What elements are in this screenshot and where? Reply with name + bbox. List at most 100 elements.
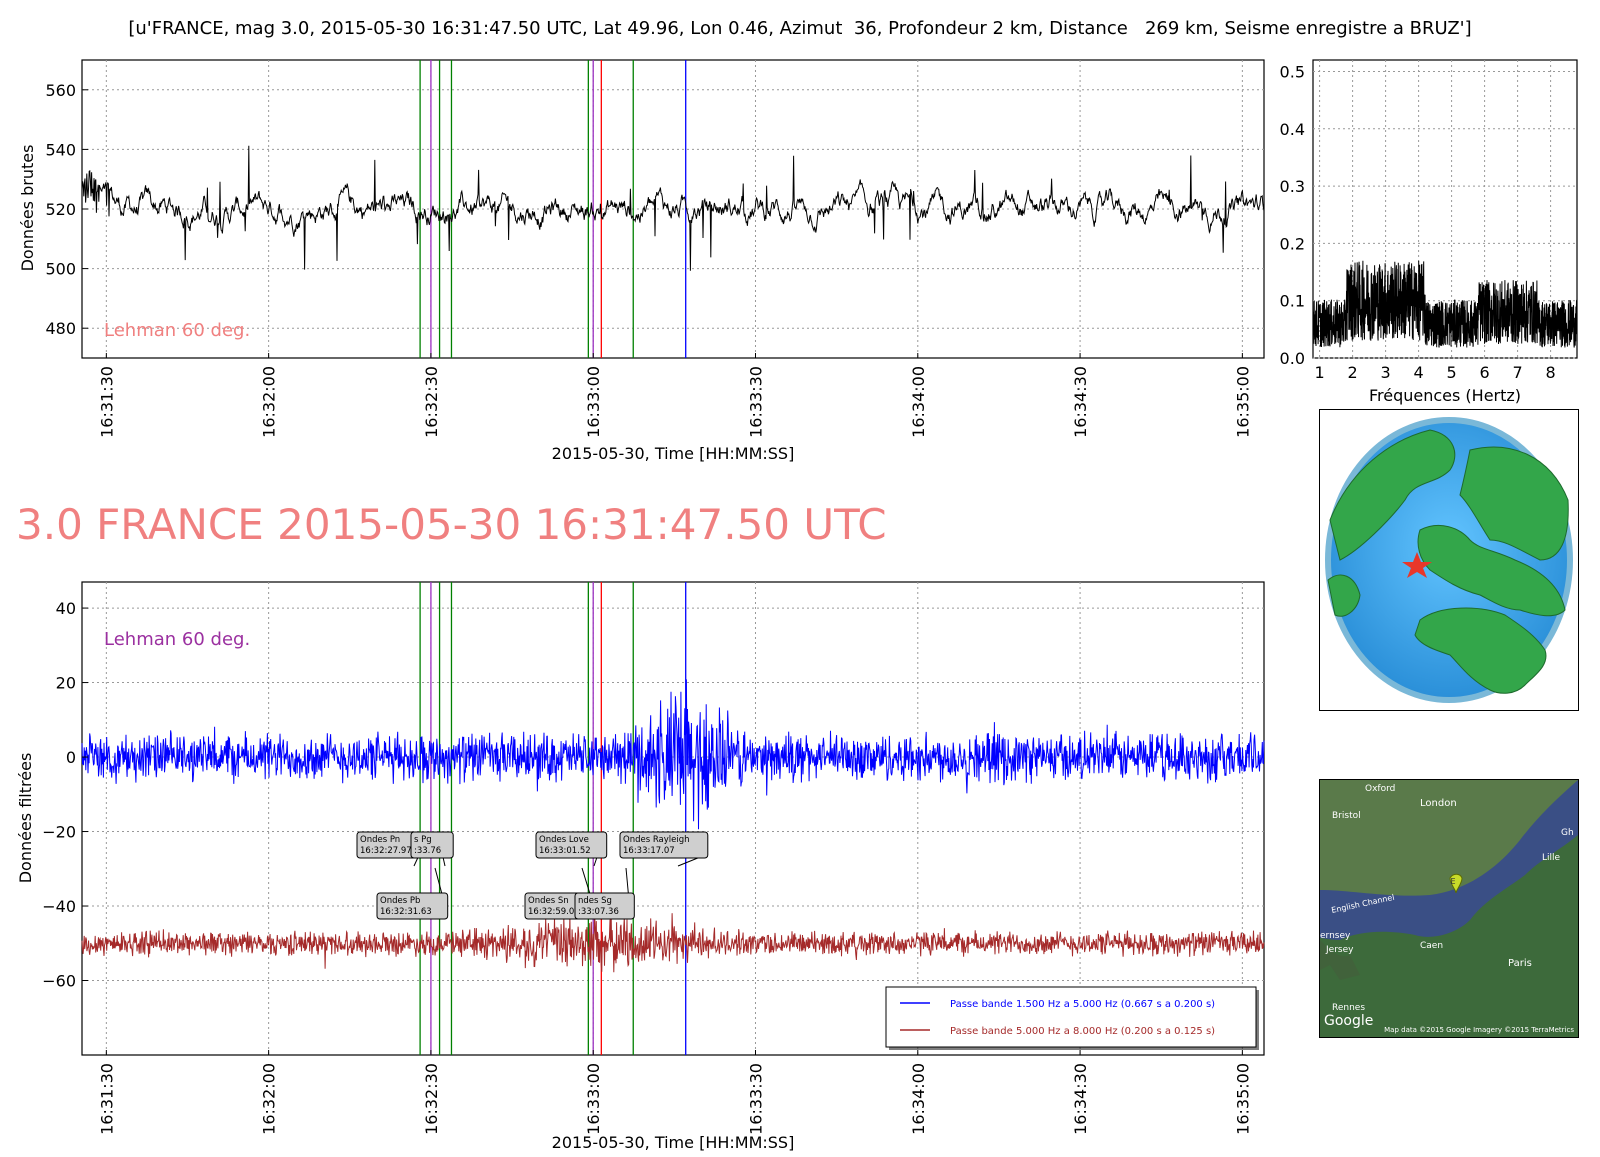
- callout-label: Ondes Love: [539, 835, 589, 845]
- legend-box: [885, 986, 1257, 1048]
- filtered-x-tick-label: 16:32:30: [422, 1063, 441, 1135]
- spectrum-trace: [1312, 260, 1578, 348]
- spectrum-y-tick-label: 0.4: [1280, 120, 1305, 139]
- spectrum-x-tick-label: 7: [1513, 363, 1523, 382]
- raw-phase-lines: [419, 60, 687, 358]
- band2-trace: [81, 909, 1265, 973]
- callout-label: Ondes Sn: [528, 896, 569, 906]
- filtered-y-tick-label: 20: [56, 674, 76, 693]
- callout-time: 16:33:01.52: [539, 846, 591, 856]
- spectrum-x-tick-label: 6: [1480, 363, 1490, 382]
- spectrum-y-tick-label: 0.3: [1280, 177, 1305, 196]
- callout-time: :33.76: [414, 846, 441, 856]
- callout-time: :33:07.36: [578, 907, 619, 917]
- raw-x-tick-label: 16:35:00: [1233, 366, 1252, 438]
- filtered-y-tick-label: −60: [42, 972, 76, 991]
- raw-x-tick-label: 16:33:30: [746, 366, 765, 438]
- callout-arrow: [593, 857, 598, 867]
- map-label-guernsey: ernsey: [1320, 931, 1351, 941]
- raw-lehman-label: Lehman 60 deg.: [104, 320, 250, 341]
- raw-trace: [81, 145, 1265, 271]
- map-label-oxford: Oxford: [1365, 784, 1395, 794]
- spectrum-x-axis-label: Fréquences (Hertz): [1369, 386, 1521, 405]
- filtered-x-tick-label: 16:35:00: [1233, 1063, 1252, 1135]
- raw-x-axis-label: 2015-05-30, Time [HH:MM:SS]: [552, 444, 795, 463]
- england-landmass: [1320, 780, 1578, 930]
- filtered-x-tick-label: 16:33:00: [584, 1063, 603, 1135]
- figure-header: [u'FRANCE, mag 3.0, 2015-05-30 16:31:47.…: [128, 18, 1472, 39]
- raw-x-tick-label: 16:31:30: [97, 366, 116, 438]
- filtered-axis-ticks: 16:31:30 16:32:00 16:32:30 16:33:00 16:33:30…: [42, 599, 1252, 1135]
- spectrum-x-tick-label: 1: [1315, 363, 1325, 382]
- callout-label: s Pg: [414, 835, 432, 845]
- filtered-x-tick-label: 16:33:30: [746, 1063, 765, 1135]
- callout-time: 16:32:27.97: [360, 846, 412, 856]
- spectrum-y-tick-label: 0.0: [1280, 349, 1305, 368]
- callout-box: [376, 892, 449, 920]
- map-label-london: London: [1420, 798, 1457, 809]
- callout-box: [410, 831, 454, 859]
- callout-label: Ondes Pb: [380, 896, 420, 906]
- band1-trace: [81, 679, 1265, 830]
- epicenter-star-icon: [1402, 552, 1432, 578]
- filtered-lehman-label: Lehman 60 deg.: [104, 629, 250, 650]
- filtered-y-tick-label: −20: [42, 823, 76, 842]
- filtered-x-tick-label: 16:34:00: [909, 1063, 928, 1135]
- map-label-gh: Gh: [1561, 828, 1574, 838]
- greenland-landmass: [1329, 429, 1456, 561]
- raw-x-tick-label: 16:32:00: [260, 366, 279, 438]
- raw-axis-ticks: 16:31:30 16:32:00 16:32:30 16:33:00 16:33:30…: [45, 81, 1252, 438]
- map-label-lille: Lille: [1542, 853, 1561, 863]
- raw-y-tick-label: 520: [45, 200, 76, 219]
- map-label-bristol: Bristol: [1332, 811, 1361, 821]
- filtered-y-axis-label: Données filtrées: [16, 753, 35, 884]
- map-label-rennes: Rennes: [1332, 1003, 1365, 1013]
- callout-arrow: [413, 857, 419, 867]
- map-pin-icon: [1449, 873, 1463, 894]
- raw-x-tick-label: 16:34:00: [909, 366, 928, 438]
- raw-y-tick-label: 480: [45, 319, 76, 338]
- event-title: 3.0 FRANCE 2015-05-30 16:31:47.50 UTC: [16, 500, 887, 549]
- callout-time: 16:32:31.63: [380, 907, 432, 917]
- normandy-coast: [1320, 940, 1360, 980]
- raw-y-tick-label: 540: [45, 140, 76, 159]
- filtered-data-panel: 16:31:30 16:32:00 16:32:30 16:33:00 16:33:30…: [16, 581, 1265, 1152]
- raw-x-tick-label: 16:34:30: [1071, 366, 1090, 438]
- spectrum-y-tick-label: 0.2: [1280, 234, 1305, 253]
- raw-x-tick-label: 16:32:30: [422, 366, 441, 438]
- callout-box: [619, 831, 709, 859]
- spectrum-x-tick-label: 3: [1381, 363, 1391, 382]
- map-label-caen: Caen: [1420, 941, 1443, 951]
- callout-label: ndes Sg: [578, 896, 612, 906]
- raw-y-tick-label: 500: [45, 260, 76, 279]
- callout-label: Ondes Pn: [360, 835, 400, 845]
- filtered-y-tick-label: 40: [56, 599, 76, 618]
- raw-y-axis-label: Données brutes: [18, 145, 37, 272]
- filtered-phase-lines: [419, 582, 687, 1055]
- callout-arrow: [442, 857, 446, 867]
- legend-label-band2: Passe bande 5.000 Hz a 8.000 Hz (0.200 s…: [950, 1026, 1215, 1037]
- english-channel-water: [1320, 780, 1578, 940]
- callout-box: [574, 892, 635, 920]
- callout-time: 16:32:59.07: [528, 907, 580, 917]
- globe-map: [1319, 409, 1579, 711]
- filtered-y-tick-label: −40: [42, 897, 76, 916]
- callout-arrow: [625, 867, 629, 894]
- legend-label-band1: Passe bande 1.500 Hz a 5.000 Hz (0.667 s…: [950, 999, 1215, 1010]
- spectrum-x-tick-label: 8: [1546, 363, 1556, 382]
- regional-map-svg: E Oxford London Bristol Lille Gh English…: [1320, 780, 1578, 1037]
- map-credit: Map data ©2015 Google Imagery ©2015 Terr…: [1384, 1026, 1574, 1034]
- spectrum-x-tick-label: 5: [1447, 363, 1457, 382]
- regional-satellite-map: E Oxford London Bristol Lille Gh English…: [1319, 779, 1579, 1038]
- filtered-plot-frame: [81, 581, 1265, 1056]
- spectrum-y-tick-label: 0.5: [1280, 62, 1305, 81]
- africa-landmass: [1414, 607, 1547, 694]
- filtered-x-tick-label: 16:32:00: [260, 1063, 279, 1135]
- spectrum-panel: 1 2 3 4 5 6 7 8 0.0 0.1 0.2 0.3 0.4 0.5 Fréquences (H…: [1280, 59, 1578, 405]
